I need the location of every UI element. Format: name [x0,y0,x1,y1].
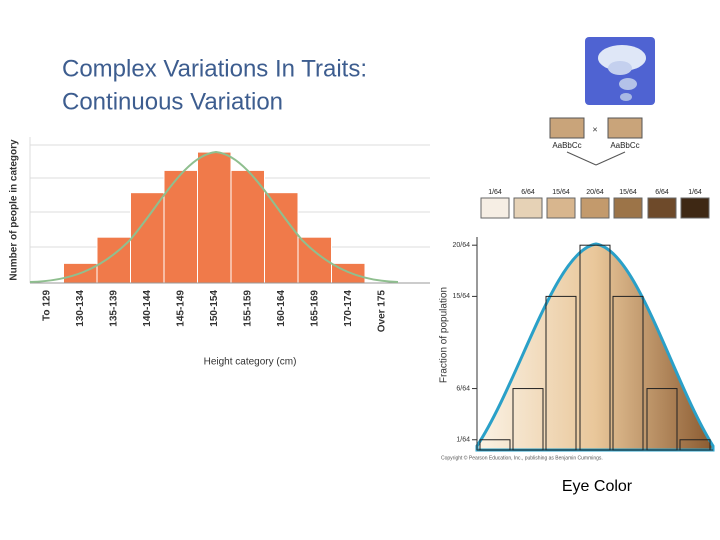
x-tick-label: 170-174 [343,290,354,327]
bar [479,439,511,451]
category-label: 20/64 [586,189,604,196]
bar [579,244,611,451]
category-label: 1/64 [688,189,702,196]
right-chart: 1/64 6/64 15/64 20/64 AaBbCc AaBbCc 1/64 6/64 15… [452,117,711,451]
y-axis-label: Fraction of population [439,287,450,383]
bar [512,388,544,451]
x-axis-label: Height category (cm) [204,357,297,368]
genotype-swatch [480,197,510,219]
x-tick-label: 130-134 [75,290,86,327]
cross-arrow [595,151,626,166]
y-axis-label: Number of people in category [9,139,20,281]
y-tick-label: 1/64 [456,437,470,444]
cross-sign: × [592,124,597,134]
bar [197,151,232,284]
category-label: 1/64 [488,189,502,196]
genotype-swatch [546,197,576,219]
x-tick-label: 155-159 [242,290,253,327]
parent-label: AaBbCc [552,141,581,150]
bar [130,192,165,284]
parent-label: AaBbCc [610,141,639,150]
left-chart: To 129 130-134 135-139 140-144 145-149 150-15… [30,151,430,333]
cross-arrow [566,151,597,166]
category-label: 6/64 [521,189,535,196]
normal-curve [29,150,399,283]
caption: Eye Color [562,478,633,495]
x-tick-label: 140-144 [142,290,153,327]
bar [545,295,577,451]
bar [264,192,299,284]
genotype-swatch [680,197,710,219]
bar [646,388,678,451]
x-tick-label: To 129 [41,290,52,321]
y-tick-label: 15/64 [452,293,470,300]
x-tick-label: 150-154 [209,290,220,327]
category-label: 15/64 [619,189,637,196]
genotype-swatch [647,197,677,219]
bar [612,295,644,451]
bell-area [475,242,715,452]
x-tick-label: 160-164 [276,290,287,327]
category-label: 6/64 [655,189,669,196]
genotype-swatch [580,197,610,219]
slide-title: Complex Variations In Traits: [62,55,367,82]
credit: Copyright © Pearson Education, Inc., pub… [441,454,603,461]
y-tick-label: 6/64 [456,385,470,392]
parent-swatch [549,117,585,139]
x-tick-label: 145-149 [175,290,186,327]
slide-title: Continuous Variation [62,88,283,115]
bar [230,169,265,284]
x-tick-label: 135-139 [108,290,119,327]
parent-swatch [607,117,643,139]
category-label: 15/64 [552,189,570,196]
bar [679,439,711,451]
genotype-swatch [613,197,643,219]
logo [585,37,655,105]
genotype-swatch [513,197,543,219]
x-tick-label: Over 175 [376,290,387,333]
x-tick-label: 165-169 [309,290,320,327]
y-tick-label: 20/64 [452,242,470,249]
